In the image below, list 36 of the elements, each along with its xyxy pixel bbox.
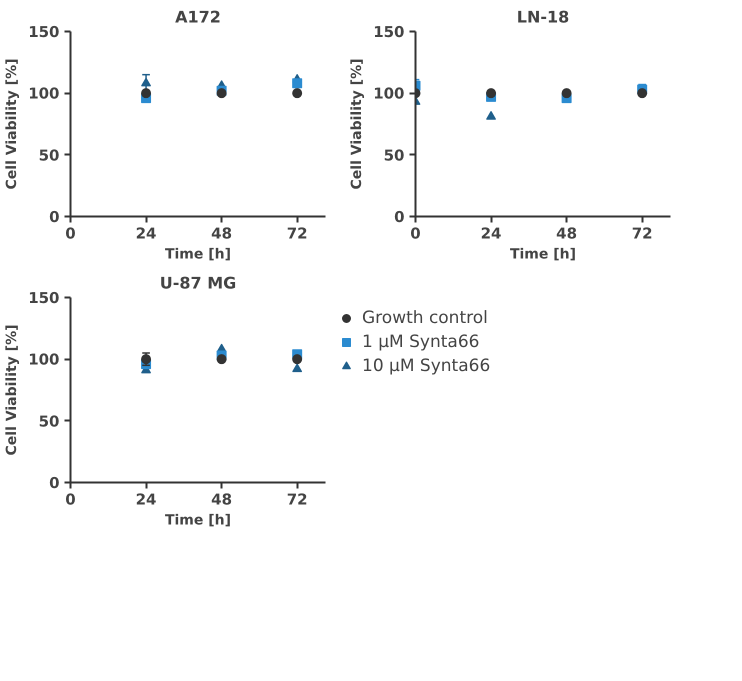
chart-title: LN-18 [516, 8, 570, 26]
x-tick-label: 24 [136, 224, 156, 242]
y-tick-label: 100 [28, 84, 60, 103]
y-tick-label: 100 [373, 84, 404, 103]
x-tick-label: 0 [410, 224, 421, 242]
x-tick-label: 24 [136, 490, 156, 508]
x-tick-label: 24 [480, 224, 502, 242]
legend-label: 1 µM Synta66 [362, 331, 480, 353]
x-tick-label: 72 [286, 490, 308, 508]
x-tick-label: 48 [211, 224, 232, 242]
chart-title: U-87 MG [160, 274, 236, 292]
y-tick-label: 50 [384, 146, 404, 164]
y-tick-label: 0 [49, 474, 60, 492]
y-axis-title: Cell Viability [%] [4, 58, 20, 190]
y-tick-label: 50 [38, 146, 60, 164]
x-tick-label: 72 [632, 224, 653, 242]
x-tick-label: 48 [556, 224, 578, 242]
y-tick-label: 150 [373, 23, 404, 41]
x-tick-label: 72 [286, 224, 308, 242]
y-tick-label: 100 [28, 350, 60, 369]
y-axis-title: Cell Viability [%] [4, 324, 20, 456]
chart-title: A172 [175, 8, 221, 26]
x-tick-label: 0 [65, 490, 76, 508]
y-tick-label: 150 [28, 23, 60, 41]
y-tick-label: 150 [28, 289, 60, 307]
y-tick-label: 0 [394, 208, 404, 226]
y-axis-title: Cell Viability [%] [349, 58, 366, 190]
x-axis-title: Time [h] [510, 246, 576, 262]
y-tick-label: 0 [49, 208, 60, 226]
x-axis-title: Time [h] [164, 512, 232, 528]
x-tick-label: 48 [211, 490, 232, 508]
x-axis-title: Time [h] [164, 246, 232, 262]
y-tick-label: 50 [38, 412, 60, 430]
x-tick-label: 0 [65, 224, 76, 242]
legend-label: Growth control [362, 307, 488, 329]
legend-label: 10 µM Synta66 [362, 355, 490, 377]
